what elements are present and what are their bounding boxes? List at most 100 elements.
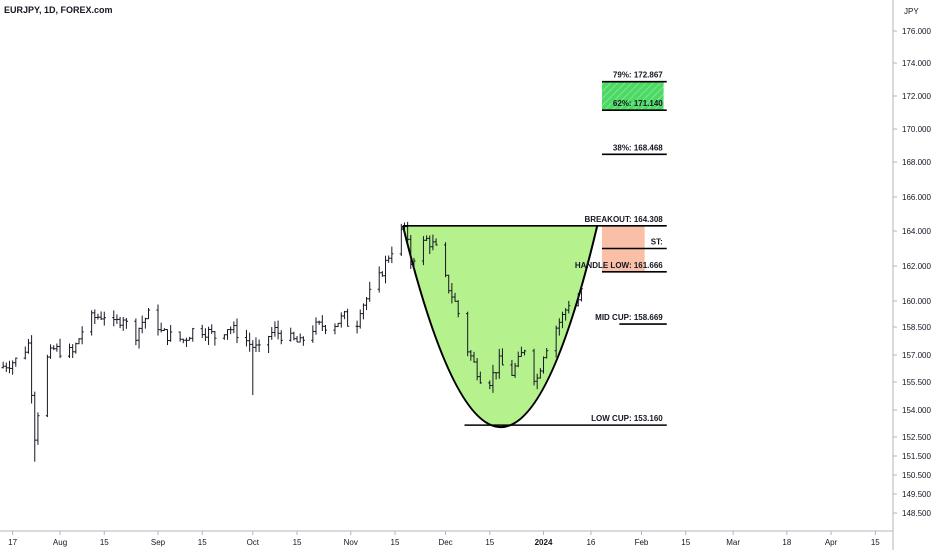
ohlc-bar [188, 336, 192, 341]
ohlc-bar [7, 360, 12, 374]
ohlc-bar [301, 336, 305, 346]
ohlc-bar [399, 223, 403, 257]
ohlc-bar [383, 255, 388, 284]
ohlc-bar [333, 323, 337, 335]
level-label: MID CUP: 158.669 [595, 313, 663, 322]
level-label: HANDLE LOW: 161.666 [575, 261, 663, 270]
target-zone [601, 81, 664, 111]
price-tick-label: 154.000 [902, 406, 931, 415]
ohlc-bar [146, 307, 151, 320]
ohlc-bar [472, 351, 476, 363]
ohlc-bar [545, 347, 549, 359]
ohlc-bar [273, 321, 277, 337]
price-tick-label: 152.500 [902, 433, 931, 442]
ohlc-bar [317, 320, 321, 325]
ohlc-bar [576, 292, 580, 307]
ohlc-bar [431, 234, 435, 251]
ohlc-bar [342, 310, 347, 320]
ohlc-bar [102, 311, 106, 326]
price-tick-label: 166.000 [902, 193, 931, 202]
ohlc-bar [475, 358, 479, 381]
ohlc-bar [36, 412, 40, 445]
ohlc-bar [364, 296, 369, 311]
ohlc-bar [143, 317, 147, 329]
ohlc-bar [456, 300, 460, 318]
ohlc-bar [156, 304, 160, 336]
candles-layer [1, 221, 584, 462]
level-label: 62%: 171.140 [613, 99, 663, 108]
time-tick-label: 15 [871, 538, 880, 547]
price-tick-label: 150.500 [902, 471, 931, 480]
ohlc-bar [402, 222, 407, 235]
price-tick-label: 176.000 [902, 27, 931, 36]
price-tick-label: 174.000 [902, 59, 931, 68]
ohlc-bar [377, 266, 381, 293]
ohlc-bar [355, 320, 359, 334]
ohlc-bar [30, 335, 34, 404]
ohlc-bar [159, 322, 163, 333]
ohlc-bar [270, 327, 274, 340]
ohlc-bar [279, 330, 283, 345]
time-tick-label: Aug [53, 538, 67, 547]
time-axis[interactable]: 17 Aug 15 Sep 15 Oct 15 Nov 15 Dec 15 2024 16 Feb 15 Ma… [8, 531, 880, 547]
ohlc-bar [358, 309, 362, 329]
ohlc-bar [124, 317, 128, 329]
ohlc-bar [494, 372, 498, 380]
ohlc-bar [510, 359, 514, 376]
ohlc-bar [206, 326, 211, 345]
ohlc-bar [11, 360, 15, 375]
ohlc-bar [203, 328, 207, 341]
ohlc-bar [409, 234, 413, 269]
ohlc-bar [90, 310, 94, 336]
time-tick-label: 17 [8, 538, 17, 547]
time-tick-label: 2024 [535, 538, 553, 547]
ohlc-bar [516, 351, 520, 368]
ohlc-bar [500, 348, 505, 366]
price-tick-label: 170.000 [902, 125, 931, 134]
time-tick-label: 15 [391, 538, 400, 547]
ohlc-bar [564, 308, 568, 321]
ohlc-bar [191, 327, 195, 342]
ohlc-bar [232, 321, 236, 334]
time-tick-label: Oct [247, 538, 260, 547]
ohlc-bar [292, 331, 296, 341]
ohlc-bar [554, 325, 558, 358]
ohlc-bar [323, 324, 328, 335]
level-label: BREAKOUT: 164.308 [585, 215, 664, 224]
ohlc-bar [497, 348, 501, 379]
ohlc-bar [560, 311, 565, 329]
ohlc-bar [235, 318, 239, 344]
ohlc-bar [45, 354, 49, 418]
time-tick-label: Feb [635, 538, 649, 547]
level-label: 79%: 172.867 [613, 71, 663, 80]
ohlc-bar [535, 373, 539, 390]
ohlc-bar [298, 333, 302, 343]
time-tick-label: Apr [825, 538, 838, 547]
ohlc-bar [380, 271, 384, 277]
ohlc-bar [58, 338, 62, 359]
ohlc-bar [140, 315, 144, 334]
ohlc-bar [184, 337, 189, 347]
ohlc-bar [522, 349, 527, 356]
ohlc-bar [368, 281, 372, 302]
ohlc-bar [425, 235, 429, 241]
ohlc-bar [443, 242, 448, 278]
time-tick-label: Dec [438, 538, 452, 547]
level-label: LOW CUP: 153.160 [591, 414, 663, 423]
time-tick-label: 15 [681, 538, 690, 547]
price-axis[interactable]: 176.000 174.000 172.000 170.000 168.000 166.0… [893, 27, 931, 518]
ohlc-bar [478, 371, 482, 384]
ohlc-bar [244, 329, 249, 347]
ohlc-bar [453, 292, 457, 302]
ohlc-bar [412, 257, 416, 272]
ohlc-bar [93, 309, 97, 325]
ohlc-bar [387, 255, 391, 263]
ohlc-bar [33, 391, 37, 462]
ohlc-bar [320, 315, 324, 331]
ohlc-bar [434, 238, 438, 246]
ohlc-bar [450, 283, 454, 304]
ohlc-bar [267, 335, 271, 354]
ohlc-bar [74, 342, 78, 354]
ohlc-bar [134, 318, 138, 346]
